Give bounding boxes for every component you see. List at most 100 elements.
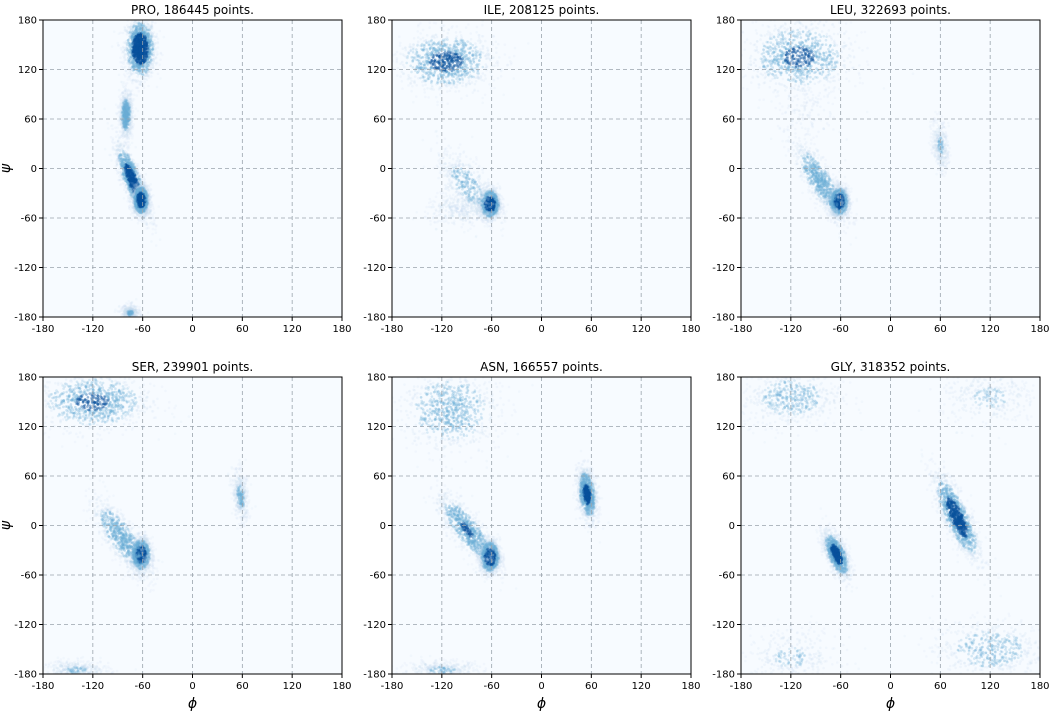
density-point — [127, 303, 130, 306]
density-point — [145, 55, 148, 58]
density-point — [127, 320, 130, 323]
density-point — [133, 72, 136, 75]
density-point — [141, 220, 144, 223]
density-point — [118, 319, 121, 322]
density-point — [136, 75, 139, 78]
density-point — [122, 136, 125, 139]
density-point — [150, 240, 153, 243]
density-point — [127, 141, 130, 144]
density-point — [130, 154, 133, 157]
density-point — [131, 182, 134, 185]
density-point — [125, 102, 128, 105]
density-point — [131, 33, 134, 36]
density-point — [113, 148, 116, 151]
density-point — [116, 106, 119, 109]
density-point — [129, 28, 132, 31]
density-point — [150, 221, 153, 224]
density-point — [124, 317, 127, 320]
density-point — [146, 33, 149, 36]
density-point — [154, 22, 157, 25]
density-point — [117, 134, 120, 137]
density-point — [127, 133, 130, 136]
density-point — [135, 71, 138, 74]
density-point — [123, 318, 126, 321]
density-point — [146, 59, 149, 62]
density-point — [126, 181, 129, 184]
density-point — [129, 98, 132, 101]
density-point — [159, 77, 162, 80]
density-point — [122, 32, 125, 35]
density-point — [134, 146, 137, 149]
density-point — [151, 33, 154, 36]
density-point — [146, 215, 149, 218]
density-point — [132, 318, 135, 321]
density-point — [150, 75, 153, 78]
density-point — [135, 186, 138, 189]
density-point — [147, 39, 150, 42]
density-point — [153, 220, 156, 223]
density-point — [149, 66, 152, 69]
density-point — [131, 320, 134, 323]
density-point — [145, 227, 148, 230]
density-point — [132, 195, 135, 198]
density-point — [128, 319, 131, 322]
density-point — [154, 42, 157, 45]
density-point — [139, 188, 142, 191]
density-point — [121, 134, 124, 137]
density-point — [129, 52, 132, 55]
density-point — [143, 178, 146, 181]
density-point — [119, 179, 122, 182]
density-point — [131, 172, 134, 175]
density-point — [115, 103, 118, 106]
density-point — [126, 33, 129, 36]
density-point — [115, 131, 118, 134]
density-point — [133, 47, 136, 50]
density-point — [111, 128, 114, 131]
density-point — [134, 114, 137, 117]
subplot-0: -180 -120 -60 0 60 120 180-180-120-60060120180… — [0, 0, 352, 335]
density-point — [138, 90, 141, 93]
density-point — [119, 149, 122, 152]
density-point — [128, 11, 131, 14]
density-point — [117, 112, 120, 115]
density-point — [131, 142, 134, 145]
density-point — [139, 83, 142, 86]
density-point — [113, 153, 116, 156]
density-point — [118, 305, 121, 308]
density-point — [143, 81, 146, 84]
density-point — [123, 132, 126, 135]
density-point — [125, 114, 128, 117]
density-point — [138, 212, 141, 215]
density-point — [125, 320, 128, 323]
density-point — [120, 183, 123, 186]
density-point — [127, 119, 130, 122]
density-point — [141, 178, 144, 181]
density-point — [132, 41, 135, 44]
density-point — [157, 42, 160, 45]
density-point — [134, 162, 137, 165]
density-point — [149, 52, 152, 55]
density-point — [122, 146, 125, 149]
density-point — [135, 173, 138, 176]
density-point — [128, 318, 131, 321]
density-point — [125, 58, 128, 61]
density-point — [148, 208, 151, 211]
density-point — [144, 35, 147, 38]
density-point — [139, 65, 142, 68]
density-point — [121, 61, 124, 64]
density-point — [128, 101, 131, 104]
density-point — [152, 228, 155, 231]
density-point — [155, 244, 158, 247]
density-point — [120, 171, 123, 174]
density-point — [136, 200, 139, 203]
density-point — [145, 26, 148, 29]
density-point — [149, 61, 152, 64]
density-point — [163, 36, 166, 39]
density-point — [137, 61, 140, 64]
density-point — [130, 37, 133, 40]
density-point — [107, 127, 110, 130]
density-point — [118, 157, 121, 160]
density-point — [128, 126, 131, 129]
density-point — [151, 28, 154, 31]
density-point — [149, 39, 152, 42]
